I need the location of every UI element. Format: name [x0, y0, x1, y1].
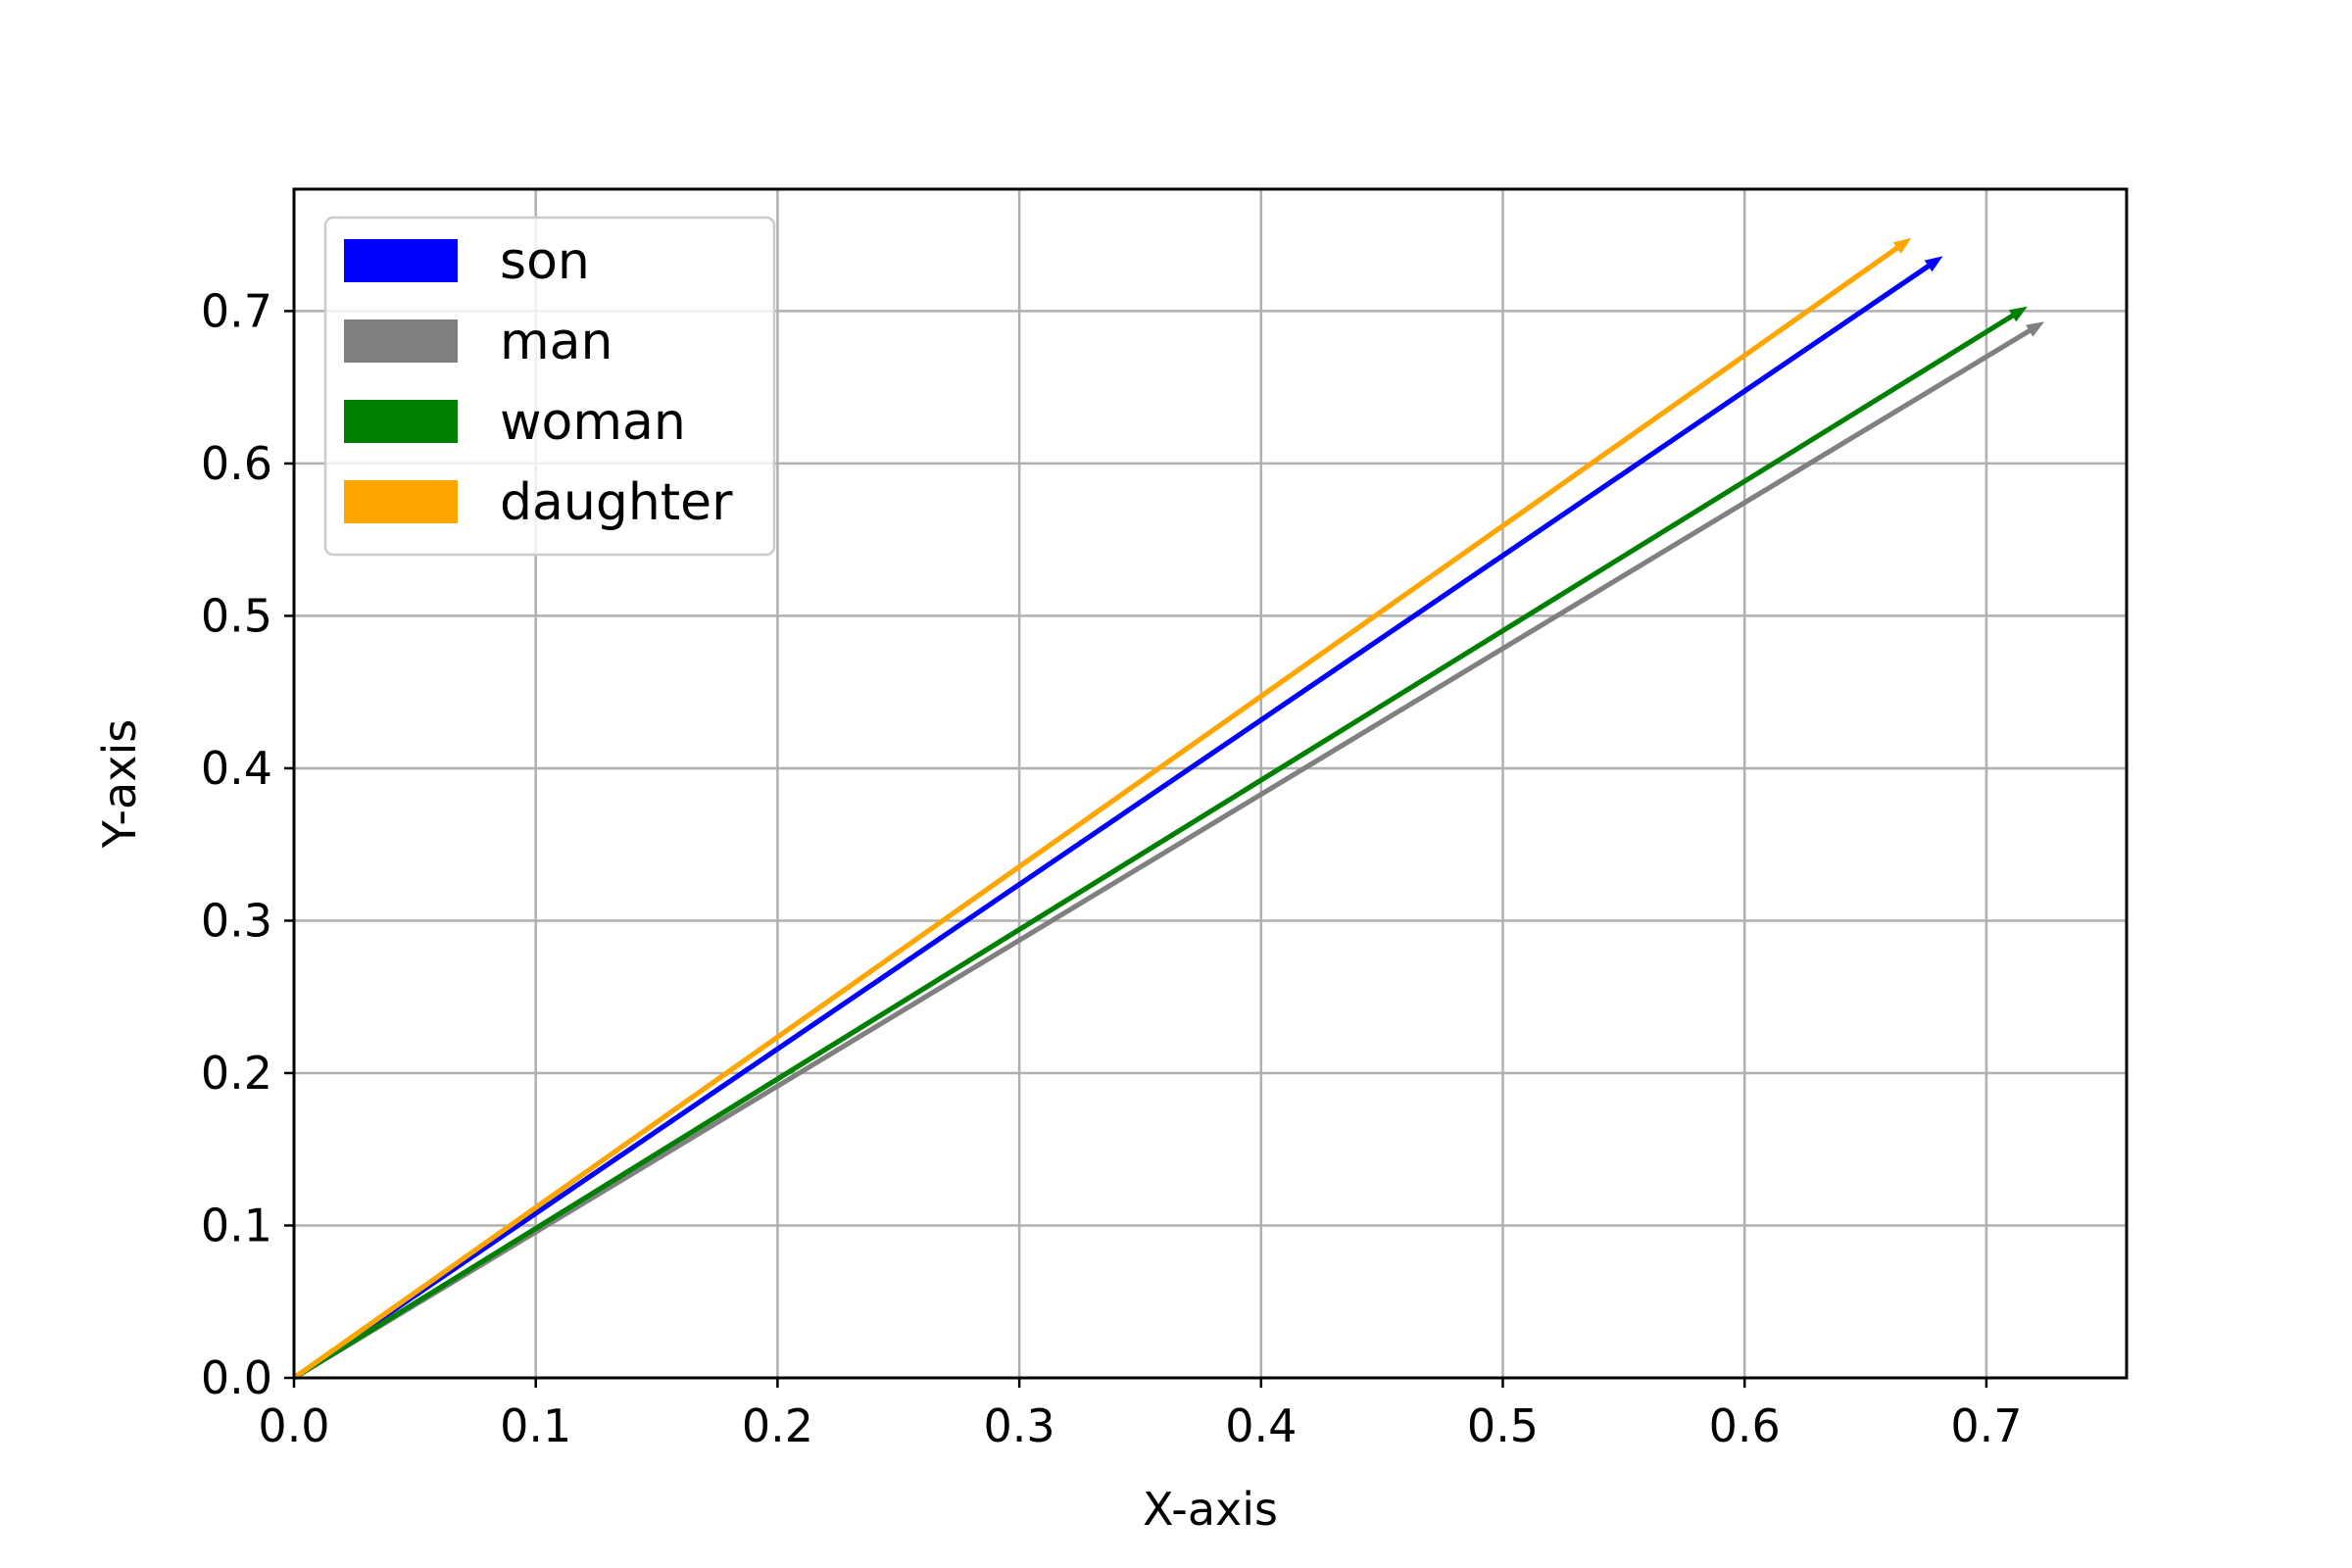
- x-tick-label: 0.0: [258, 1399, 329, 1452]
- x-axis-label: X-axis: [1143, 1483, 1278, 1536]
- y-tick-label: 0.5: [201, 589, 272, 642]
- vector-arrow-man: [292, 321, 2045, 1381]
- x-tick-label: 0.6: [1709, 1399, 1781, 1452]
- y-tick-label: 0.2: [201, 1047, 272, 1100]
- y-tick-label: 0.0: [201, 1351, 272, 1404]
- legend-label-man: man: [500, 313, 612, 371]
- y-tick-label: 0.6: [201, 437, 272, 490]
- x-tick-label: 0.1: [500, 1399, 571, 1452]
- x-tick-label: 0.2: [742, 1399, 813, 1452]
- y-ticks: 0.0 0.1 0.2 0.3 0.4 0.5 0.6 0.7: [201, 284, 294, 1404]
- x-tick-label: 0.3: [984, 1399, 1055, 1452]
- legend-swatch-woman: [344, 400, 458, 443]
- y-tick-label: 0.4: [201, 742, 272, 795]
- vector-arrow-woman: [292, 306, 2028, 1381]
- legend-box: [323, 216, 776, 557]
- legend: son man woman daughter: [323, 216, 776, 557]
- y-axis-label: Y-axis: [93, 719, 146, 849]
- legend-label-daughter: daughter: [500, 473, 733, 532]
- legend-swatch-daughter: [344, 480, 458, 523]
- y-tick-label: 0.3: [201, 894, 272, 947]
- y-tick-label: 0.1: [201, 1199, 272, 1251]
- x-tick-label: 0.4: [1225, 1399, 1297, 1452]
- legend-swatch-son: [344, 239, 458, 282]
- legend-swatch-man: [344, 319, 458, 363]
- legend-label-woman: woman: [500, 393, 686, 452]
- x-tick-label: 0.7: [1950, 1399, 2022, 1452]
- vectors: [292, 237, 2045, 1381]
- vector-arrow-daughter: [292, 237, 1912, 1381]
- x-ticks: 0.0 0.1 0.2 0.3 0.4 0.5 0.6 0.7: [258, 1378, 2022, 1452]
- y-tick-label: 0.7: [201, 284, 272, 337]
- x-tick-label: 0.5: [1467, 1399, 1539, 1452]
- vector-arrow-son: [292, 256, 1943, 1381]
- legend-label-son: son: [500, 232, 590, 291]
- plot-frame: [292, 187, 2129, 1380]
